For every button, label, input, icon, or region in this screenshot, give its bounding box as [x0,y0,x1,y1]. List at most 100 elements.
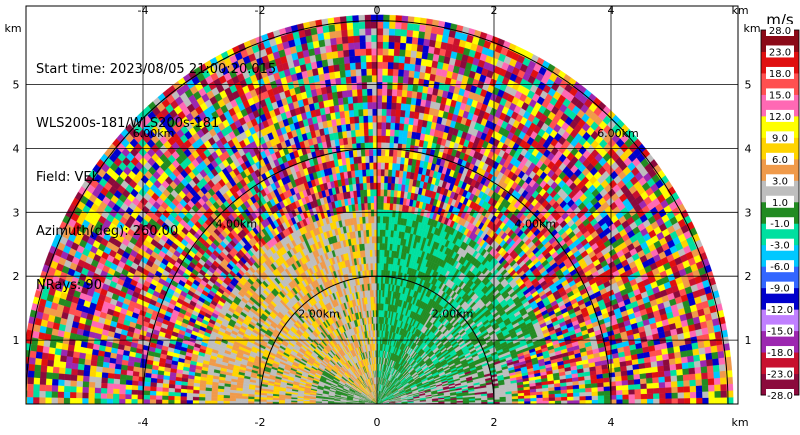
velocity-cell [396,149,402,158]
velocity-cell [626,369,634,376]
velocity-cell [422,45,430,53]
velocity-cell [669,363,677,371]
velocity-cell [524,397,531,402]
velocity-cell [412,77,420,86]
velocity-cell [530,394,537,399]
velocity-cell [435,33,443,42]
velocity-cell [687,355,695,363]
velocity-cell [429,32,437,41]
velocity-cell [579,387,586,393]
velocity-cell [412,23,420,32]
velocity-cell [419,64,427,73]
velocity-cell [712,358,720,366]
velocity-cell [676,374,684,382]
velocity-cell [716,343,724,352]
velocity-cell [597,390,605,396]
velocity-cell [591,386,598,392]
velocity-cell [524,395,531,399]
velocity-cell [415,57,422,66]
velocity-cell [403,62,410,71]
velocity-cell [663,364,671,372]
velocity-cells [26,14,734,404]
velocity-cell [634,393,642,400]
velocity-cell [616,399,623,404]
velocity-cell [719,377,727,385]
velocity-cell [390,176,396,184]
velocity-cell [395,102,402,111]
velocity-cell [652,376,660,384]
velocity-cell [708,397,715,404]
velocity-cell [621,375,629,381]
velocity-cell [681,362,689,370]
velocity-cell [548,397,556,401]
velocity-cell [652,382,660,389]
velocity-cell [409,110,415,119]
velocity-cell [647,398,654,404]
velocity-cell [536,394,543,399]
velocity-cell [591,395,599,401]
velocity-cell [645,372,653,379]
velocity-cell [670,369,677,377]
velocity-cell [548,400,556,404]
velocity-cell [422,38,431,47]
velocity-cell [399,116,405,124]
velocity-cell [402,130,408,138]
velocity-cell [695,379,703,386]
velocity-cell [671,398,679,404]
velocity-cell [640,388,648,395]
velocity-cell [396,82,403,91]
velocity-cell [597,386,605,392]
velocity-cell [499,398,507,402]
velocity-cell [708,390,715,398]
velocity-cell [634,383,641,390]
velocity-cell [659,398,666,404]
velocity-cell [403,116,410,125]
velocity-cell [409,104,416,112]
velocity-cell [603,386,611,392]
velocity-cell [406,22,414,31]
velocity-cell [542,397,550,401]
velocity-cell [670,375,678,382]
velocity-cell [394,176,399,184]
velocity-cell [572,384,580,390]
velocity-cell [715,337,723,346]
velocity-cell [628,384,635,390]
velocity-cell [615,385,623,391]
velocity-cell [694,366,702,374]
velocity-cell [706,358,714,367]
velocity-cell [567,396,574,401]
velocity-cell [426,52,434,61]
velocity-cell [720,390,728,398]
velocity-cell [714,390,722,398]
velocity-cell [683,391,691,399]
velocity-cell [399,35,407,44]
velocity-cell [393,183,399,191]
velocity-cell [622,389,629,395]
velocity-cell [518,398,525,402]
velocity-cell [692,348,700,356]
velocity-cell [701,372,709,380]
velocity-cell [665,386,672,394]
velocity-cell [591,382,598,388]
velocity-cell [696,391,703,399]
velocity-cell [400,150,406,158]
velocity-cell [702,397,709,404]
velocity-cell [653,393,660,399]
velocity-cell [427,45,435,54]
velocity-cell [405,103,411,112]
velocity-cell [388,209,393,218]
velocity-cell [407,76,414,85]
velocity-cell [638,367,646,375]
velocity-cell [700,365,708,374]
velocity-cell [425,59,433,68]
velocity-cell [632,368,640,375]
velocity-cell [412,84,419,92]
velocity-cell [406,90,413,98]
velocity-cell [396,156,401,164]
velocity-cell [663,370,671,377]
velocity-cell [662,359,670,366]
velocity-cell [542,394,550,398]
velocity-cell [720,397,728,404]
velocity-cell [530,397,537,402]
velocity-cell [699,353,707,361]
